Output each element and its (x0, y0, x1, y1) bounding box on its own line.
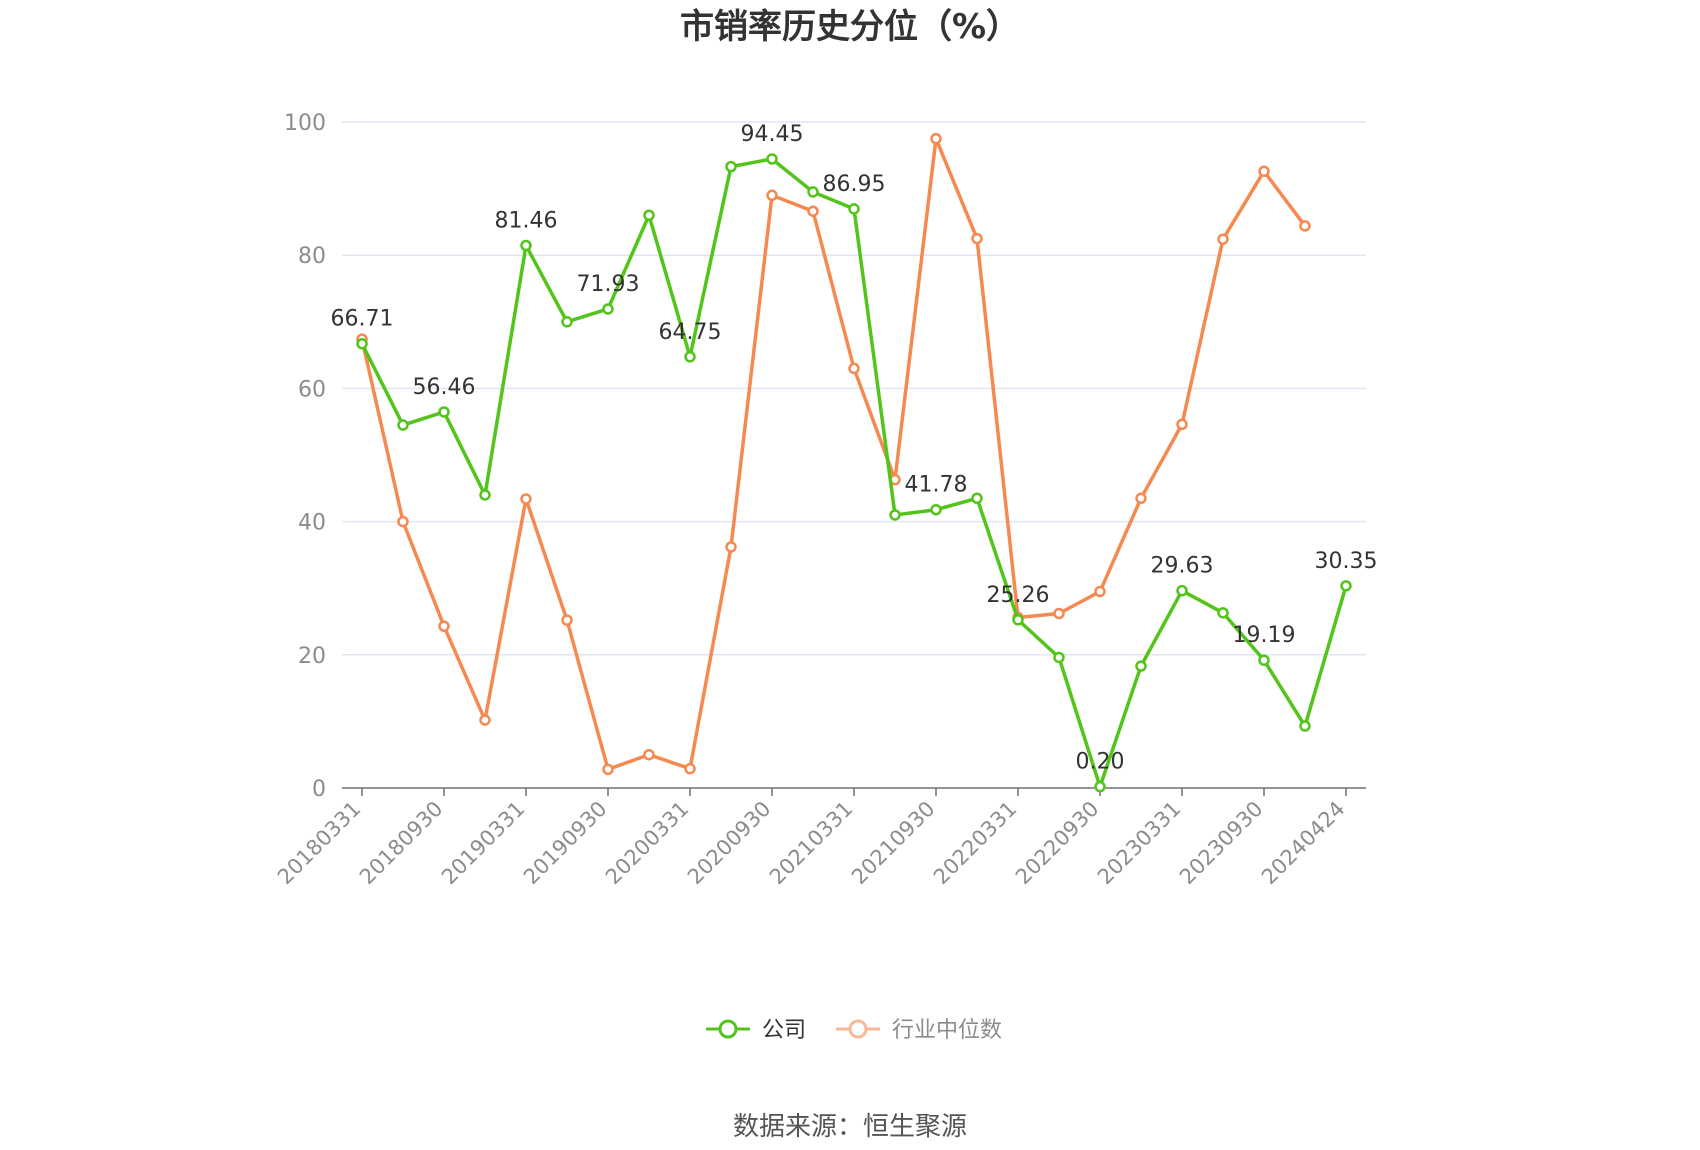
x-axis: 2018033120180930201903312019093020200331… (273, 787, 1366, 890)
data-point (848, 203, 860, 215)
y-tick-label: 0 (312, 777, 326, 802)
data-point (930, 132, 942, 145)
legend[interactable]: 公司 行业中位数 (706, 1018, 1002, 1043)
data-point (1135, 660, 1147, 672)
data-point (848, 362, 860, 375)
data-source: 数据来源：恒生聚源 (733, 1112, 967, 1142)
data-point (438, 406, 450, 418)
data-point (602, 303, 614, 315)
x-tick-label: 20220331 (929, 797, 1022, 890)
data-point (807, 186, 819, 198)
x-tick-label: 20180930 (355, 797, 448, 890)
data-label: 66.71 (331, 307, 394, 332)
grid-lines (342, 121, 1366, 656)
data-point (1299, 220, 1311, 232)
data-point (766, 189, 778, 202)
data-label: 56.46 (413, 375, 476, 400)
data-point (520, 493, 532, 505)
data-point (602, 763, 614, 776)
data-point (479, 714, 491, 726)
data-point (1258, 654, 1270, 666)
chart-title: 市销率历史分位（%） (680, 7, 1020, 47)
data-point (643, 209, 655, 221)
data-point (684, 762, 696, 775)
y-axis: 0 20 40 60 80 100 (284, 111, 326, 802)
data-point (725, 541, 737, 553)
x-tick-label: 20230331 (1093, 797, 1186, 890)
data-point (561, 316, 573, 328)
x-tick-label: 20210930 (847, 797, 940, 890)
y-tick-label: 100 (284, 111, 326, 136)
data-point (1176, 418, 1188, 431)
data-point (1217, 233, 1229, 245)
data-point (561, 614, 573, 626)
legend-industry-label: 行业中位数 (892, 1018, 1002, 1043)
data-point (1094, 780, 1106, 793)
legend-item-industry-median[interactable]: 行业中位数 (836, 1018, 1002, 1043)
series-line (360, 136, 1307, 772)
data-point (930, 503, 942, 516)
x-tick-label: 20210331 (765, 797, 858, 890)
data-point (479, 489, 491, 501)
legend-industry-marker (848, 1019, 868, 1039)
series-company (356, 153, 1352, 793)
data-point (520, 239, 532, 252)
data-point (1012, 614, 1024, 626)
y-tick-label: 80 (298, 244, 326, 269)
data-label: 41.78 (905, 473, 968, 498)
data-label: 0.20 (1076, 750, 1125, 775)
data-labels: 66.71 56.46 81.46 71.93 64.75 94.45 86.95 41.78… (331, 122, 1378, 775)
x-tick-label: 20200331 (601, 797, 694, 890)
data-point (766, 153, 778, 165)
data-label: 94.45 (741, 122, 804, 147)
series-layer (356, 132, 1352, 793)
data-point (1258, 165, 1270, 178)
data-point (971, 492, 983, 505)
data-label: 71.93 (577, 272, 640, 297)
data-label: 25.26 (987, 583, 1050, 608)
data-label: 81.46 (495, 208, 558, 233)
legend-company-marker (718, 1019, 738, 1039)
x-tick-label: 20220930 (1011, 797, 1104, 890)
series-line (360, 157, 1348, 789)
x-tick-label: 20190930 (519, 797, 612, 890)
data-point (1135, 492, 1147, 505)
data-point (438, 620, 450, 632)
data-label: 86.95 (823, 172, 886, 197)
x-tick-label: 20230930 (1175, 797, 1268, 890)
legend-item-company[interactable]: 公司 (706, 1018, 806, 1043)
data-point (1053, 607, 1065, 620)
data-point (1053, 651, 1065, 664)
data-point (397, 515, 409, 528)
data-point (889, 509, 901, 521)
data-label: 19.19 (1233, 623, 1296, 648)
x-tick-label: 20180331 (273, 797, 366, 890)
data-point (397, 419, 409, 431)
data-point (1176, 584, 1188, 597)
y-tick-label: 60 (298, 377, 326, 402)
data-point (725, 160, 737, 173)
data-label: 64.75 (659, 320, 722, 345)
data-point (1094, 585, 1106, 598)
data-point (1299, 720, 1311, 732)
x-tick-label: 20200930 (683, 797, 776, 890)
data-label: 30.35 (1315, 549, 1378, 574)
data-point (1217, 607, 1229, 619)
data-point (971, 232, 983, 245)
data-point (356, 337, 368, 350)
data-point (807, 205, 819, 217)
legend-company-label: 公司 (762, 1018, 806, 1043)
data-point (684, 351, 696, 363)
y-tick-label: 20 (298, 644, 326, 669)
data-point (643, 748, 655, 761)
x-tick-label: 20240424 (1257, 797, 1350, 890)
data-label: 29.63 (1151, 554, 1214, 579)
y-tick-label: 40 (298, 511, 326, 536)
x-tick-label: 20190331 (437, 797, 530, 890)
data-point (1340, 580, 1352, 592)
